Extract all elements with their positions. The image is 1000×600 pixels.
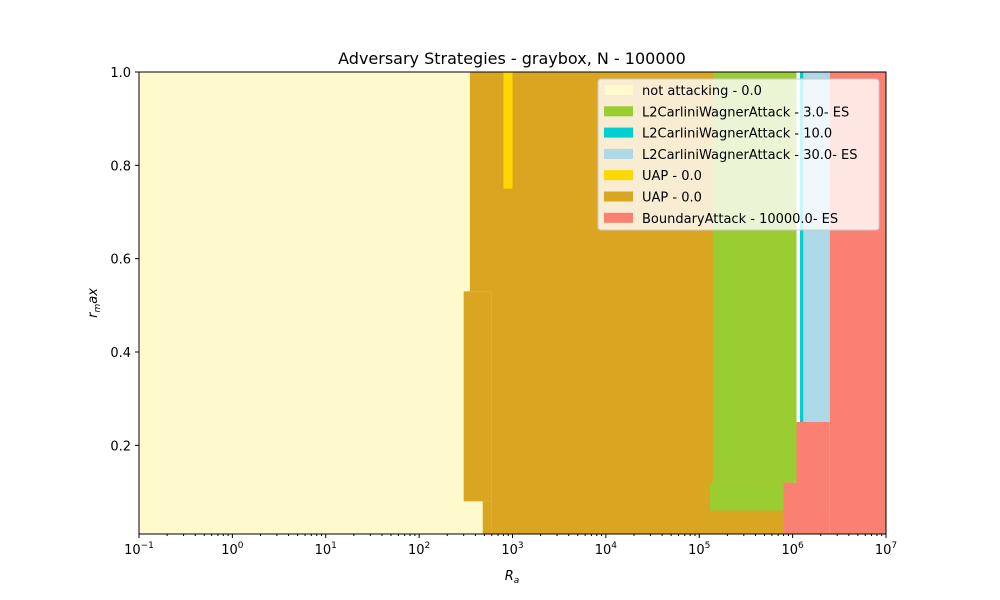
legend-swatch-4 (604, 170, 633, 181)
legend-label-5: UAP - 0.0 (642, 191, 702, 206)
x-axis-label: Ra (505, 569, 520, 586)
legend-swatch-6 (604, 212, 633, 223)
legend-box (597, 78, 880, 231)
legend-swatch-5 (604, 191, 633, 202)
region-12 (783, 482, 797, 534)
legend-swatch-3 (604, 148, 633, 159)
y-axis-label: rmax (86, 288, 103, 318)
x-tick-label-6: 105 (688, 541, 710, 558)
region-2 (463, 291, 492, 502)
region-3 (482, 501, 492, 534)
x-tick-label-2: 101 (315, 541, 337, 558)
legend-label-0: not attacking - 0.0 (642, 84, 762, 99)
x-tick-label-3: 102 (408, 541, 430, 558)
x-tick-label-5: 104 (595, 541, 618, 558)
region-5 (503, 72, 513, 189)
x-tick-label-8: 107 (875, 541, 897, 558)
legend-swatch-1 (604, 106, 633, 117)
x-tick-label-1: 100 (221, 541, 244, 558)
region-7 (709, 482, 784, 511)
x-tick-label-0: 10−1 (124, 541, 154, 558)
chart-title: Adversary Strategies - graybox, N - 1000… (338, 49, 686, 68)
y-tick-label-2: 0.6 (110, 253, 131, 268)
region-11 (796, 422, 830, 534)
y-tick-label-0: 0.2 (110, 439, 131, 454)
legend-label-6: BoundaryAttack - 10000.0- ES (642, 212, 838, 227)
x-axis: 10−1 100 101 102 103 104 105 106 107 (124, 534, 897, 558)
legend-label-3: L2CarliniWagnerAttack - 30.0- ES (642, 148, 858, 163)
y-axis: 0.2 0.4 0.6 0.8 1.0 (110, 66, 139, 454)
y-tick-label-4: 1.0 (110, 66, 131, 81)
x-tick-label-7: 106 (781, 541, 804, 558)
legend-swatch-0 (604, 85, 633, 95)
y-tick-label-1: 0.4 (110, 346, 131, 361)
y-tick-label-3: 0.8 (110, 159, 131, 174)
region-9 (800, 72, 804, 422)
legend-label-2: L2CarliniWagnerAttack - 10.0 (642, 127, 832, 142)
legend-label-4: UAP - 0.0 (642, 169, 702, 184)
x-tick-label-4: 103 (501, 541, 523, 558)
legend-swatch-2 (604, 127, 633, 138)
legend-label-1: L2CarliniWagnerAttack - 3.0- ES (642, 105, 849, 120)
legend: not attacking - 0.0 L2CarliniWagnerAttack… (597, 78, 880, 231)
